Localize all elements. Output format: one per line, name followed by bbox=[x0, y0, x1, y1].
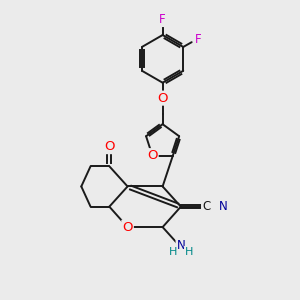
Text: F: F bbox=[195, 33, 202, 46]
Text: H: H bbox=[169, 247, 177, 256]
Text: C: C bbox=[202, 200, 210, 213]
Text: N: N bbox=[176, 239, 185, 252]
Text: N: N bbox=[218, 200, 227, 213]
Text: O: O bbox=[147, 149, 158, 162]
Text: F: F bbox=[159, 13, 166, 26]
Text: O: O bbox=[104, 140, 115, 153]
Text: O: O bbox=[158, 92, 168, 105]
Text: O: O bbox=[122, 220, 133, 234]
Text: H: H bbox=[184, 247, 193, 256]
